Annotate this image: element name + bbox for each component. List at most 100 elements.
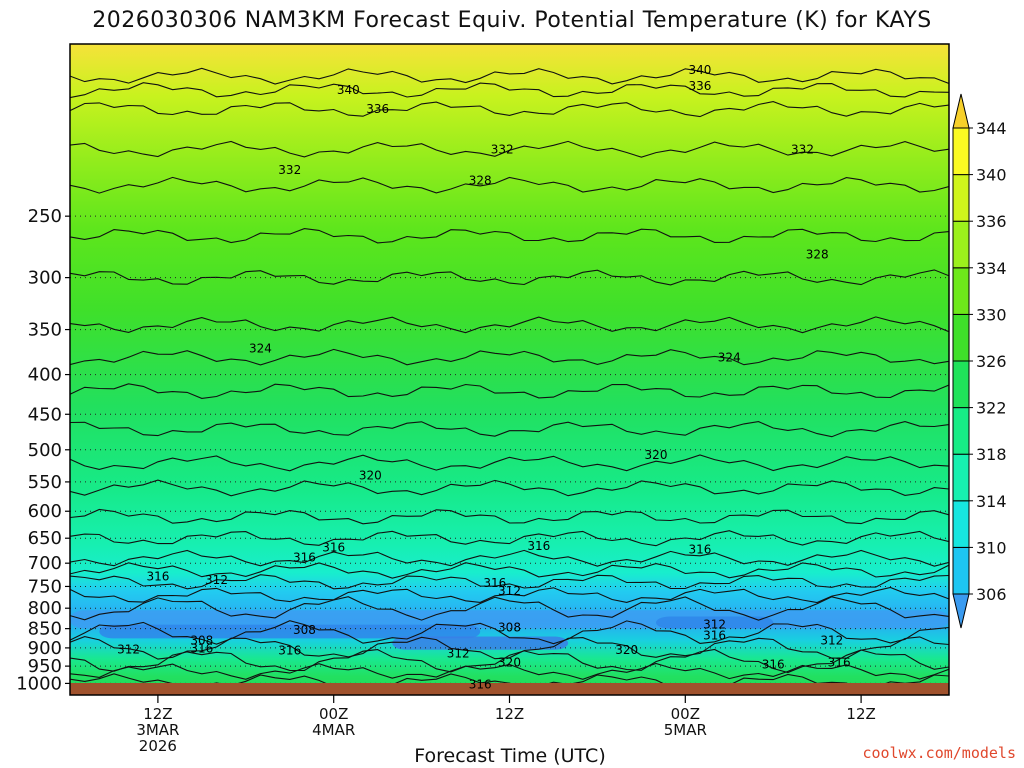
y-tick-label: 900: [28, 638, 62, 659]
contour-label: 324: [718, 350, 741, 364]
contour-line: [70, 530, 949, 547]
x-tick-label: 4MAR: [312, 721, 355, 739]
colorbar-label: 314: [976, 492, 1007, 511]
y-tick-label: 950: [28, 656, 62, 677]
colorbar-swatch: [952, 546, 970, 595]
colorbar-arrow-top: [952, 93, 970, 129]
y-tick-label: 800: [28, 598, 62, 619]
colorbar-label: 336: [976, 212, 1007, 231]
y-tick-label: 550: [28, 472, 62, 493]
colorbar-swatch: [952, 407, 970, 455]
contour-label: 340: [688, 63, 711, 77]
contour-label: 316: [293, 550, 316, 564]
cold-band-1: [99, 624, 481, 639]
colorbar-swatch: [952, 500, 970, 548]
contour-label: 336: [688, 79, 711, 93]
contour-label: 316: [828, 656, 851, 670]
contour-label: 320: [498, 656, 521, 670]
cold-bands: [70, 610, 949, 650]
x-tick-label: 5MAR: [664, 721, 707, 739]
contour-line: [70, 269, 949, 286]
contour-line: [70, 348, 949, 366]
colorbar-swatch: [952, 174, 970, 222]
colorbar-label: 322: [976, 399, 1007, 418]
x-tick-label: 00Z: [671, 705, 700, 723]
contour-line: [70, 176, 949, 194]
contour-label: 332: [278, 163, 301, 177]
contour-line: [70, 662, 949, 680]
contour-label: 324: [249, 341, 272, 355]
y-tick-label: 850: [28, 619, 62, 640]
contour-label: 316: [322, 540, 345, 554]
contour-line: [70, 636, 949, 660]
contour-label: 308: [190, 633, 213, 647]
x-tick-label: 12Z: [495, 705, 524, 723]
contour-label: 312: [117, 642, 140, 656]
contour-line: [70, 508, 949, 525]
contour-line: [70, 383, 949, 399]
y-axis: 2503003504004505005506006507007508008509…: [16, 206, 70, 694]
colorbar-label: 318: [976, 445, 1007, 464]
contour-label: 328: [806, 247, 829, 261]
colorbar-swatch: [952, 313, 970, 362]
colorbar-swatch: [952, 220, 970, 269]
x-tick-label: 12Z: [846, 705, 875, 723]
contour-line: [70, 562, 949, 579]
contour-label: 308: [498, 620, 521, 634]
contour-label: 312: [447, 646, 470, 660]
colorbar-label: 330: [976, 305, 1007, 324]
contour-label: 316: [190, 642, 213, 656]
x-tick-label: 00Z: [319, 705, 348, 723]
colorbar-label: 310: [976, 538, 1007, 557]
contour-line: [70, 140, 949, 158]
contour-line: [70, 479, 949, 497]
colorbar-label: 326: [976, 352, 1007, 371]
y-tick-label: 750: [28, 576, 62, 597]
contour-line: [70, 82, 949, 99]
ground-strip: [70, 683, 949, 695]
colorbar-arrow-bottom: [952, 593, 970, 629]
x-axis-label: Forecast Time (UTC): [414, 745, 606, 767]
contour-line: [70, 596, 949, 621]
contour-line: [70, 454, 949, 472]
contour-label: 316: [483, 576, 506, 590]
colorbar-label: 306: [976, 585, 1007, 604]
contour-label: 340: [337, 83, 360, 97]
y-tick-label: 300: [28, 268, 62, 289]
y-tick-label: 650: [28, 528, 62, 549]
cold-band-3: [656, 616, 774, 629]
contour-line: [70, 421, 949, 438]
y-tick-label: 1000: [16, 673, 62, 694]
colorbar-swatch: [952, 267, 970, 315]
contour-label: 328: [469, 174, 492, 188]
contour-label: 312: [205, 573, 228, 587]
x-tick-label: 2026: [139, 737, 177, 755]
contour-label: 312: [703, 618, 726, 632]
colorbar-label: 334: [976, 259, 1007, 278]
contour-label-group: 340 336 332 328 332 340 336 332 328 324 324 320 320 3…: [117, 63, 850, 691]
contour-line: [70, 549, 949, 567]
colorbar-swatch: [952, 453, 970, 502]
contour-label: 316: [278, 644, 301, 658]
y-tick-label: 400: [28, 365, 62, 386]
y-tick-label: 600: [28, 501, 62, 522]
contour-label: 312: [820, 633, 843, 647]
colorbar-swatch: [952, 360, 970, 409]
contour-line: [70, 67, 949, 85]
contour-line: [70, 620, 949, 645]
contour-line: [70, 228, 949, 244]
colorbar: 306 310 314 318 322 326 330 334 336 340 344: [952, 93, 1007, 629]
contour-line: [70, 586, 949, 604]
credit-link[interactable]: coolwx.com/models: [862, 744, 1016, 762]
contour-label: 320: [645, 448, 668, 462]
contour-label: 332: [791, 142, 814, 156]
contour-label: 316: [703, 628, 726, 642]
contour-line: [70, 316, 949, 334]
contour-line: [70, 574, 949, 590]
colorbar-label: 340: [976, 166, 1007, 185]
colorbar-swatch: [952, 127, 970, 176]
contour-label: 316: [469, 677, 492, 691]
contour-line: [70, 101, 949, 118]
